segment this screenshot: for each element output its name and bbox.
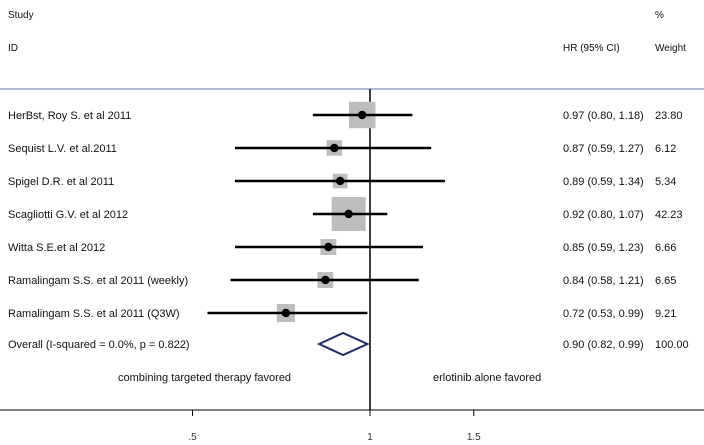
study-row: Scagliotti G.V. et al 2012 0.92 (0.80, 1.… bbox=[8, 197, 683, 231]
overall-hr-ci: 0.90 (0.82, 0.99) bbox=[563, 339, 644, 351]
study-label: Spigel D.R. et al 2011 bbox=[8, 176, 114, 188]
hr-ci-value: 0.72 (0.53, 0.99) bbox=[563, 308, 644, 320]
study-row: Spigel D.R. et al 2011 0.89 (0.59, 1.34) 5… bbox=[8, 173, 676, 189]
weight-value: 42.23 bbox=[655, 209, 683, 221]
overall-diamond bbox=[316, 331, 370, 357]
x-tick-label: .5 bbox=[188, 432, 197, 443]
study-label: Ramalingam S.S. et al 2011 (weekly) bbox=[8, 275, 188, 287]
hr-ci-value: 0.97 (0.80, 1.18) bbox=[563, 110, 644, 122]
hr-ci-value: 0.85 (0.59, 1.23) bbox=[563, 242, 644, 254]
study-label: HerBst, Roy S. et al 2011 bbox=[8, 110, 131, 122]
hr-ci-value: 0.89 (0.59, 1.34) bbox=[563, 176, 644, 188]
favors-left-label: combining targeted therapy favored bbox=[118, 372, 291, 384]
study-label: Sequist L.V. et al.2011 bbox=[8, 143, 117, 155]
study-row: Ramalingam S.S. et al 2011 (weekly) 0.84 … bbox=[8, 272, 676, 288]
study-rows: HerBst, Roy S. et al 2011 0.97 (0.80, 1.1… bbox=[8, 101, 689, 357]
weight-value: 5.34 bbox=[655, 176, 676, 188]
study-label: Ramalingam S.S. et al 2011 (Q3W) bbox=[8, 308, 180, 320]
point-estimate bbox=[281, 308, 291, 318]
study-row: Sequist L.V. et al.2011 0.87 (0.59, 1.27)… bbox=[8, 140, 676, 156]
hr-ci-value: 0.92 (0.80, 1.07) bbox=[563, 209, 644, 221]
weight-value: 23.80 bbox=[655, 110, 683, 122]
study-row: Witta S.E.et al 2012 0.85 (0.59, 1.23) 6.6… bbox=[8, 239, 676, 255]
hr-ci-header: HR (95% CI) bbox=[563, 43, 620, 54]
weight-value: 6.66 bbox=[655, 242, 676, 254]
study-header: Study bbox=[8, 10, 34, 21]
overall-label: Overall (I-squared = 0.0%, p = 0.822) bbox=[8, 339, 190, 351]
weight-value: 6.12 bbox=[655, 143, 676, 155]
x-tick-label: 1.5 bbox=[467, 432, 481, 443]
point-estimate bbox=[324, 242, 333, 252]
id-header: ID bbox=[8, 43, 18, 54]
point-estimate bbox=[321, 275, 330, 285]
study-row: HerBst, Roy S. et al 2011 0.97 (0.80, 1.1… bbox=[8, 101, 683, 129]
point-estimate bbox=[344, 209, 353, 219]
study-label: Witta S.E.et al 2012 bbox=[8, 242, 105, 254]
overall-weight: 100.00 bbox=[655, 339, 689, 351]
weight-header: Weight bbox=[655, 43, 686, 54]
hr-ci-value: 0.87 (0.59, 1.27) bbox=[563, 143, 644, 155]
favors-right-label: erlotinib alone favored bbox=[433, 372, 541, 384]
percent-header: % bbox=[655, 10, 664, 21]
point-estimate bbox=[335, 176, 345, 186]
hr-ci-value: 0.84 (0.58, 1.21) bbox=[563, 275, 644, 287]
study-label: Scagliotti G.V. et al 2012 bbox=[8, 209, 128, 221]
weight-value: 6.65 bbox=[655, 275, 676, 287]
point-estimate bbox=[330, 143, 339, 153]
study-row: Ramalingam S.S. et al 2011 (Q3W) 0.72 (0.… bbox=[8, 303, 676, 323]
x-ticks: .5 1 1.5 bbox=[188, 410, 481, 443]
x-tick-label: 1 bbox=[367, 432, 373, 443]
weight-value: 9.21 bbox=[655, 308, 676, 320]
point-estimate bbox=[358, 110, 367, 120]
overall-row: Overall (I-squared = 0.0%, p = 0.822) 0.9… bbox=[8, 331, 689, 357]
